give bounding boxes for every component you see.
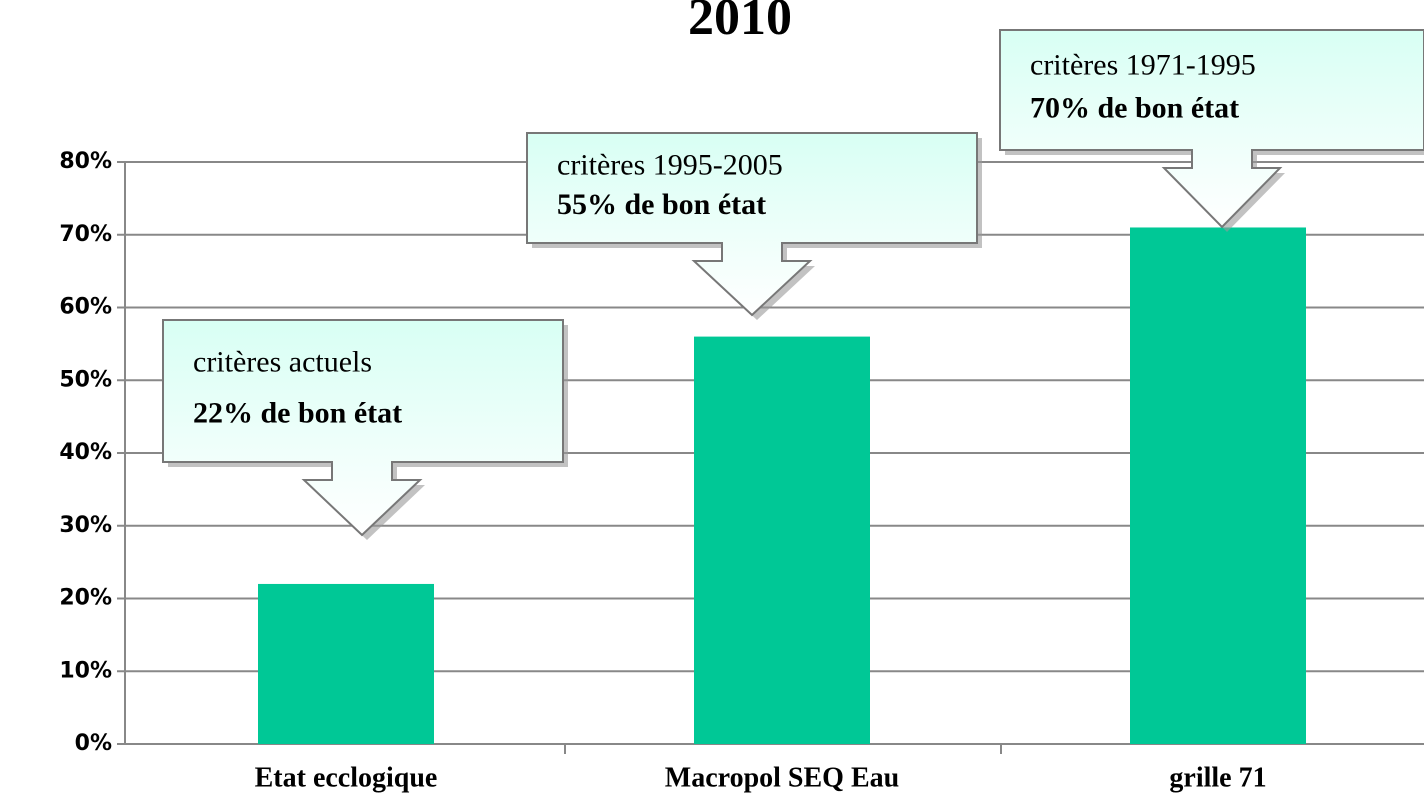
callout-text: 22% de bon état xyxy=(193,396,402,429)
x-tick-label: Etat ecclogique xyxy=(255,762,438,793)
y-tick-label: 50% xyxy=(59,367,112,392)
callout: critères 1995-2005 55% de bon état xyxy=(526,132,982,320)
x-tick-label: grille 71 xyxy=(1169,762,1266,793)
callout-text: critères 1971-1995 xyxy=(1030,48,1256,81)
y-tick-label: 30% xyxy=(59,513,112,538)
y-tick-label: 0% xyxy=(75,731,112,756)
chart-title: 2010 xyxy=(688,0,792,46)
callout-shape xyxy=(526,132,978,317)
y-tick-label: 20% xyxy=(59,586,112,611)
callout-shape xyxy=(162,319,564,537)
bar xyxy=(1130,227,1306,745)
bar xyxy=(258,583,434,744)
y-tick-label: 80% xyxy=(59,149,112,174)
bar xyxy=(694,336,870,744)
y-tick-label: 70% xyxy=(59,222,112,247)
callout-text: critères 1995-2005 xyxy=(557,148,783,181)
callout: critères 1971-1995 70% de bon état xyxy=(999,29,1424,232)
y-tick-label: 40% xyxy=(59,440,112,465)
y-tick-label: 60% xyxy=(59,295,112,320)
callout-text: critères actuels xyxy=(193,345,372,378)
y-tick-label: 10% xyxy=(59,658,112,683)
callout-text: 55% de bon état xyxy=(557,188,766,221)
callout: critères actuels 22% de bon état xyxy=(162,319,568,540)
callout-text: 70% de bon état xyxy=(1030,92,1239,125)
callout-shape xyxy=(999,29,1424,229)
x-tick-label: Macropol SEQ Eau xyxy=(665,762,899,793)
